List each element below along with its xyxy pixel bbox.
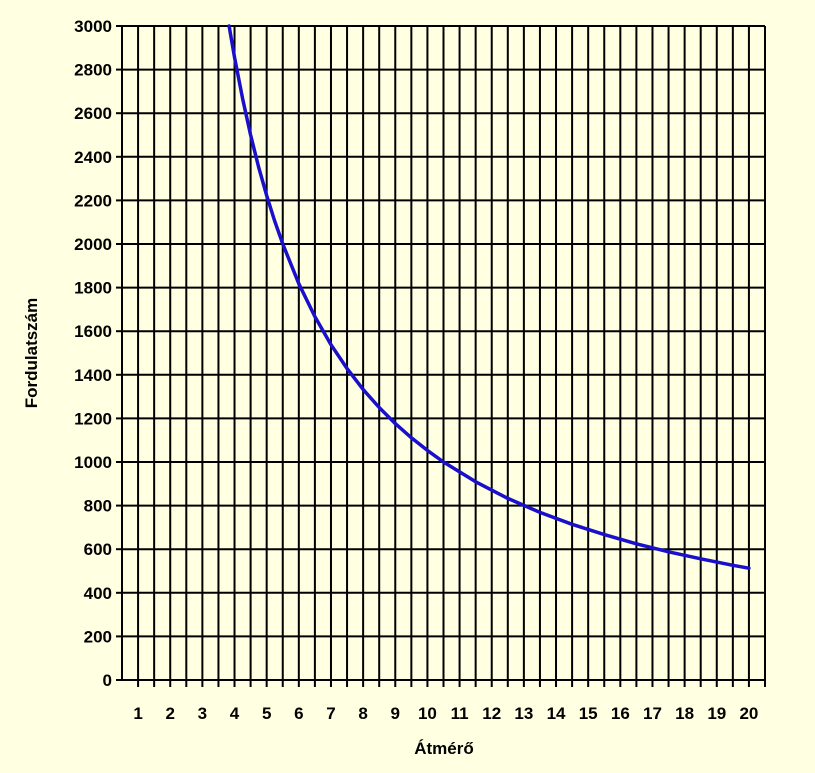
series-layer [227,24,751,570]
x-tick-label: 14 [547,704,566,723]
x-tick-label: 18 [675,704,694,723]
y-tick-label: 2600 [74,104,112,123]
x-axis-title: Átmérő [414,739,474,758]
y-tick-label: 200 [84,627,112,646]
y-tick-label: 1400 [74,366,112,385]
y-tick-label: 2200 [74,191,112,210]
y-tick-label: 1800 [74,279,112,298]
y-tick-label: 1600 [74,322,112,341]
y-tick-label: 2800 [74,61,112,80]
x-tick-label: 6 [294,704,303,723]
x-tick-label: 3 [198,704,207,723]
series-line [227,24,751,570]
x-tick-label: 12 [482,704,501,723]
x-tick-label: 7 [326,704,335,723]
y-tick-label: 1000 [74,453,112,472]
x-tick-label: 4 [230,704,240,723]
x-tick-label: 19 [707,704,726,723]
x-tick-label: 5 [262,704,271,723]
y-tick-label: 600 [84,540,112,559]
x-tick-label: 13 [514,704,533,723]
y-tick-label: 3000 [74,17,112,36]
x-tick-label: 20 [739,704,758,723]
x-tick-label: 9 [391,704,400,723]
x-tick-label: 1 [133,704,142,723]
x-tick-label: 2 [165,704,174,723]
y-tick-label: 800 [84,497,112,516]
x-tick-label: 15 [579,704,598,723]
y-tick-label: 2000 [74,235,112,254]
y-tick-label: 0 [103,671,112,690]
x-tick-label: 11 [451,704,469,723]
y-axis-title: Fordulatszám [22,298,41,409]
grid [122,25,766,681]
x-tick-label: 16 [611,704,630,723]
y-tick-label: 1200 [74,409,112,428]
x-tick-label: 17 [643,704,662,723]
x-tick-label: 8 [358,704,367,723]
x-tick-label: 10 [418,704,437,723]
y-tick-label: 2400 [74,148,112,167]
tick-labels: 0200400600800100012001400160018002000220… [74,17,758,723]
y-tick-label: 400 [84,584,112,603]
